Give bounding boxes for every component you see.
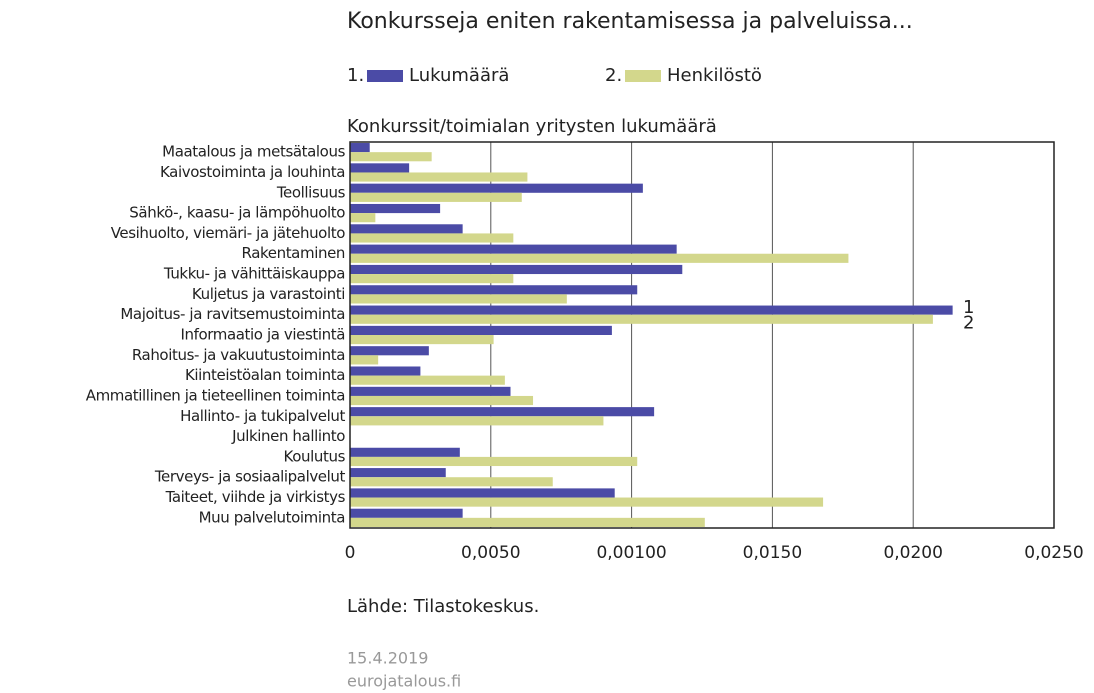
bar: [350, 375, 505, 385]
site: eurojatalous.fi: [347, 672, 461, 691]
bar: [350, 447, 460, 457]
y-tick-label: Julkinen hallinto: [231, 427, 345, 445]
bar: [350, 346, 429, 356]
x-tick-label: 0,0150: [743, 543, 802, 563]
bar: [350, 163, 410, 173]
bar: [350, 294, 567, 304]
bar: [350, 285, 638, 295]
y-tick-label: Informaatio ja viestintä: [180, 326, 345, 344]
y-tick-label: Taiteet, viihde ja virkistys: [165, 488, 346, 506]
legend-swatch: [367, 70, 403, 82]
y-tick-label: Majoitus- ja ravitsemustoiminta: [120, 305, 345, 323]
bar: [350, 192, 522, 202]
bar: [350, 488, 615, 498]
y-tick-label: Rakentaminen: [242, 244, 345, 262]
bar: [350, 213, 376, 223]
bar: [350, 253, 849, 263]
bar: [350, 244, 677, 254]
bar: [350, 366, 421, 376]
y-tick-label: Hallinto- ja tukipalvelut: [180, 407, 345, 425]
bar: [350, 305, 953, 315]
bar: [350, 143, 370, 153]
legend-label: Henkilöstö: [667, 65, 762, 86]
bar: [350, 517, 705, 527]
bar-label: 2: [963, 312, 974, 333]
legend-number: 2.: [605, 65, 622, 86]
y-tick-label: Tukku- ja vähittäiskauppa: [163, 265, 345, 283]
bar: [350, 274, 514, 284]
x-tick-label: 0: [345, 543, 356, 563]
bar: [350, 508, 463, 518]
y-tick-label: Kuljetus ja varastointi: [192, 285, 345, 303]
legend-number: 1.: [347, 65, 364, 86]
subtitle: Konkurssit/toimialan yritysten lukumäärä: [347, 116, 717, 137]
y-tick-label: Vesihuolto, viemäri- ja jätehuolto: [111, 224, 345, 242]
bar: [350, 152, 432, 162]
y-tick-label: Muu palvelutoiminta: [199, 508, 345, 526]
legend-label: Lukumäärä: [409, 65, 509, 86]
bar: [350, 386, 511, 396]
y-tick-label: Terveys- ja sosiaalipalvelut: [154, 468, 346, 486]
y-tick-label: Koulutus: [284, 447, 346, 465]
bar: [350, 314, 933, 324]
bar: [350, 183, 643, 193]
y-tick-label: Kiinteistöalan toiminta: [185, 366, 345, 384]
y-tick-label: Teollisuus: [276, 183, 346, 201]
chart-title: Konkursseja eniten rakentamisessa ja pal…: [347, 9, 913, 34]
bar: [350, 456, 638, 467]
plot-frame: [349, 141, 1055, 529]
y-tick-label: Kaivostoiminta ja louhinta: [160, 163, 345, 181]
y-tick-label: Sähkö-, kaasu- ja lämpöhuolto: [129, 204, 345, 222]
x-tick-label: 0,0250: [1024, 543, 1083, 563]
bar: [350, 325, 612, 335]
bar-label: 1: [963, 297, 974, 318]
legend-swatch: [625, 70, 661, 82]
bar: [350, 264, 683, 275]
bar: [350, 203, 441, 214]
bar: [350, 335, 494, 345]
bar: [350, 468, 446, 478]
x-tick-label: 0,0200: [883, 543, 942, 563]
y-tick-label: Maatalous ja metsätalous: [162, 143, 345, 161]
y-tick-label: Rahoitus- ja vakuutustoiminta: [132, 346, 345, 364]
bar: [350, 407, 655, 417]
y-tick-label: Ammatillinen ja tieteellinen toiminta: [86, 386, 345, 404]
bar: [350, 497, 824, 507]
bar: [350, 355, 379, 365]
bar: [350, 395, 534, 406]
bar: [350, 224, 463, 234]
bar: [350, 172, 528, 182]
bar: [350, 477, 553, 487]
date: 15.4.2019: [347, 649, 428, 668]
x-tick-label: 0,00100: [596, 543, 666, 563]
bar: [350, 416, 604, 426]
source: Lähde: Tilastokeskus.: [347, 596, 539, 617]
bar: [350, 233, 514, 243]
x-tick-label: 0,0050: [461, 543, 520, 563]
